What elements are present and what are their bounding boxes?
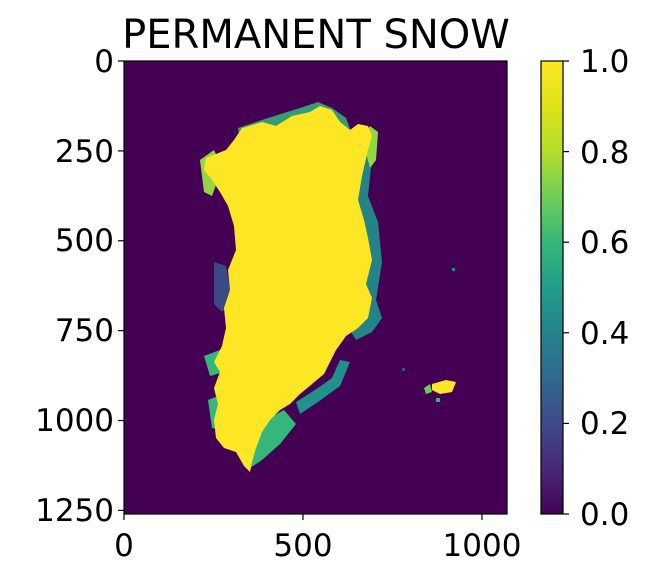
y-tick-label-1000: 1000 bbox=[35, 403, 114, 439]
colorbar-tick-label-0.0: 0.0 bbox=[580, 497, 629, 533]
y-tick-label-0: 0 bbox=[94, 44, 114, 80]
x-axis: 0 500 1000 bbox=[114, 514, 521, 564]
colorbar-tick-label-0.2: 0.2 bbox=[580, 406, 629, 442]
y-tick-label-1250: 1250 bbox=[35, 493, 114, 529]
x-tick-label-500: 500 bbox=[273, 528, 332, 564]
x-tick-label-0: 0 bbox=[114, 528, 134, 564]
colorbar: 0.0 0.2 0.4 0.6 0.8 1.0 bbox=[540, 44, 629, 533]
outlying-ice-patches bbox=[402, 268, 456, 402]
heatmap bbox=[123, 60, 508, 515]
greenland-ice-sheet bbox=[204, 106, 372, 472]
chart-title: PERMANENT SNOW bbox=[122, 12, 510, 58]
colorbar-tick-label-0.6: 0.6 bbox=[580, 225, 629, 261]
y-tick-label-500: 500 bbox=[55, 223, 114, 259]
colorbar-tick-label-1.0: 1.0 bbox=[580, 44, 629, 80]
y-tick-label-750: 750 bbox=[55, 313, 114, 349]
colorbar-gradient bbox=[540, 60, 564, 515]
y-axis: 0 250 500 750 1000 1250 bbox=[35, 44, 124, 529]
colorbar-tick-label-0.8: 0.8 bbox=[580, 135, 629, 171]
colorbar-tick-label-0.4: 0.4 bbox=[580, 316, 629, 352]
x-tick-label-1000: 1000 bbox=[443, 528, 522, 564]
y-tick-label-250: 250 bbox=[55, 134, 114, 170]
plot-frame bbox=[123, 60, 508, 515]
